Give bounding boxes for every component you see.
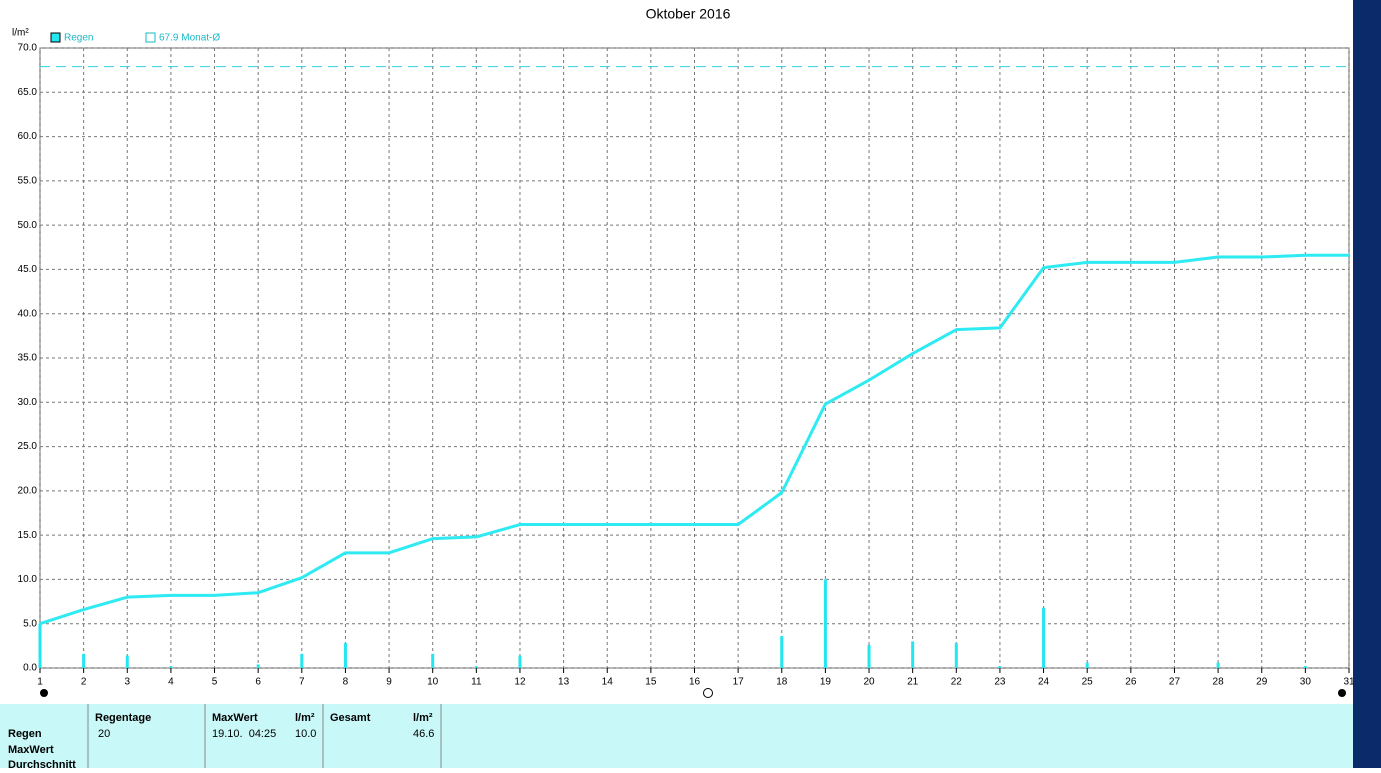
table-header: l/m²	[295, 712, 315, 724]
y-tick-label: 65.0	[18, 87, 38, 98]
bar	[518, 655, 522, 668]
line	[39, 253, 1349, 626]
table-cell: 19.10. 04:25	[212, 728, 276, 740]
bar	[823, 579, 827, 668]
x-tick-label: 14	[602, 677, 614, 688]
bar	[256, 664, 260, 668]
x-tick-label: 8	[343, 677, 349, 688]
x-tick-label: 17	[733, 677, 745, 688]
y-tick-label: 70.0	[18, 43, 38, 54]
legend-label: 67.9 Monat-Ø	[159, 33, 220, 44]
moon-symbol	[40, 689, 48, 697]
y-tick-label: 60.0	[18, 131, 38, 142]
x-tick-label: 9	[386, 677, 392, 688]
x-tick-label: 22	[951, 677, 963, 688]
y-tick-label: 10.0	[18, 574, 38, 585]
table-header: MaxWert	[212, 712, 258, 724]
bar	[38, 623, 42, 668]
bar	[125, 655, 129, 668]
x-tick-label: 7	[299, 677, 305, 688]
y-tick-label: 35.0	[18, 353, 38, 364]
x-tick-label: 31	[1343, 677, 1355, 688]
x-tick-label: 26	[1125, 677, 1137, 688]
bar	[343, 643, 347, 668]
x-tick-label: 6	[255, 677, 261, 688]
bar	[1303, 666, 1307, 668]
x-tick-label: 1	[37, 677, 43, 688]
bar	[780, 636, 784, 668]
bar	[954, 643, 958, 668]
y-tick-label: 40.0	[18, 308, 38, 319]
x-tick-label: 19	[820, 677, 832, 688]
x-tick-label: 12	[514, 677, 526, 688]
moon-symbol	[703, 688, 713, 698]
bar	[1085, 662, 1089, 668]
x-tick-label: 20	[863, 677, 875, 688]
table-background	[0, 704, 1353, 768]
x-tick-label: 21	[907, 677, 919, 688]
y-tick-label: 0.0	[23, 663, 37, 674]
x-tick-label: 13	[558, 677, 570, 688]
bar	[1216, 662, 1220, 668]
x-tick-label: 4	[168, 677, 174, 688]
y-tick-label: 30.0	[18, 397, 38, 408]
x-tick-label: 2	[81, 677, 87, 688]
y-tick-label: 15.0	[18, 530, 38, 541]
plot-area: 0.0 5.0 10.0 15.0 20.0 25.0 30.0 35.0 40.0 45.0 50…	[18, 43, 1355, 698]
x-tick-label: 10	[427, 677, 439, 688]
y-tick-label: 25.0	[18, 441, 38, 452]
y-tick-label: 55.0	[18, 175, 38, 186]
legend-label: Regen	[64, 33, 93, 44]
table-header: l/m²	[413, 712, 433, 724]
moon-symbol	[1338, 689, 1346, 697]
x-tick-label: 24	[1038, 677, 1050, 688]
x-tick-label: 30	[1300, 677, 1312, 688]
x-tick-label: 11	[471, 677, 482, 688]
chart-title: Oktober 2016	[646, 6, 731, 22]
row-label: MaxWert	[8, 744, 54, 756]
bar	[300, 653, 304, 668]
bar	[1042, 607, 1046, 668]
bar	[998, 666, 1002, 668]
table-cell: 20	[98, 728, 110, 740]
table-header: Regentage	[95, 712, 151, 724]
y-tick-label: 50.0	[18, 220, 38, 231]
bar	[431, 653, 435, 668]
bar	[867, 644, 871, 668]
x-tick-label: 16	[689, 677, 701, 688]
y-tick-label: 20.0	[18, 485, 38, 496]
x-tick-label: 15	[645, 677, 657, 688]
table-header: Gesamt	[330, 712, 371, 724]
bar	[169, 666, 173, 668]
x-tick-label: 18	[776, 677, 788, 688]
x-tick-label: 27	[1169, 677, 1181, 688]
table-cell: 46.6	[413, 728, 434, 740]
x-tick-label: 5	[212, 677, 218, 688]
legend-swatch	[50, 32, 61, 43]
bar	[82, 653, 86, 668]
y-tick-label: 45.0	[18, 264, 38, 275]
row-label: Regen	[8, 728, 42, 740]
y-axis-label: l/m²	[12, 28, 29, 39]
legend-swatch	[145, 32, 156, 43]
desktop-edge	[1353, 0, 1381, 768]
row-label: Durchschnitt	[8, 759, 76, 768]
x-tick-label: 25	[1082, 677, 1094, 688]
bar	[474, 666, 478, 668]
x-tick-label: 23	[994, 677, 1006, 688]
bar	[911, 641, 915, 668]
x-tick-label: 29	[1256, 677, 1268, 688]
y-tick-label: 5.0	[23, 618, 37, 629]
table-cell: 10.0	[295, 728, 316, 740]
x-tick-label: 3	[124, 677, 130, 688]
x-tick-label: 28	[1213, 677, 1225, 688]
